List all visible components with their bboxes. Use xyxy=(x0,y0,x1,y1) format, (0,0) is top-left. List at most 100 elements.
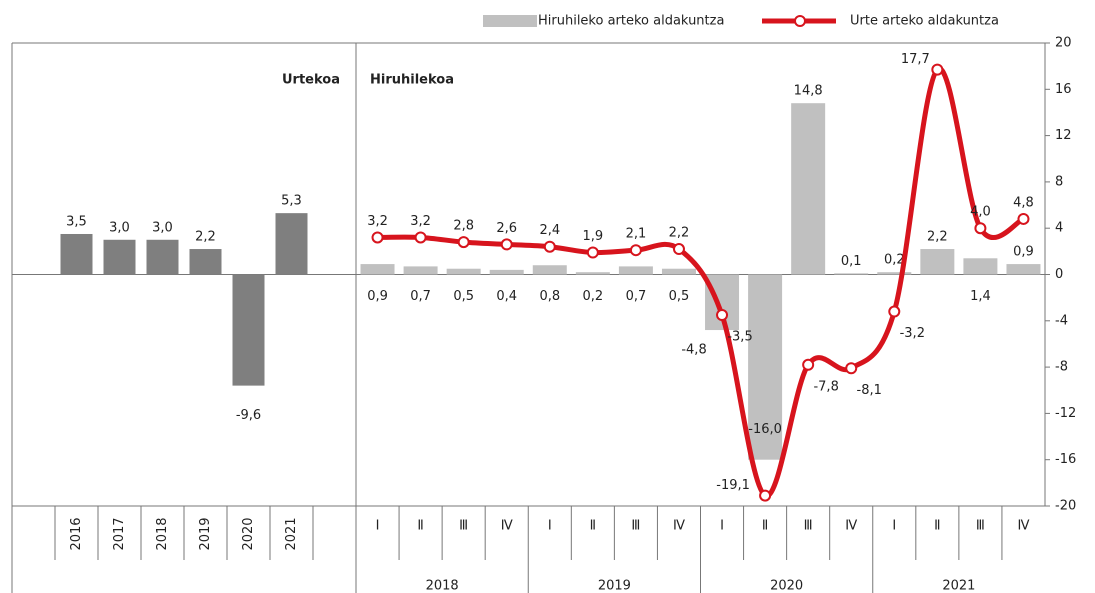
bar xyxy=(60,233,93,275)
value-label: 2,6 xyxy=(496,221,517,236)
y-tick-label: -4 xyxy=(1055,313,1068,328)
x-tick-label: Ⅳ xyxy=(501,519,513,534)
year-label: 2020 xyxy=(770,579,803,593)
value-label: 0,9 xyxy=(1013,245,1034,260)
y-tick-label: 20 xyxy=(1055,36,1072,51)
bar xyxy=(532,265,567,275)
value-label: -3,5 xyxy=(727,330,752,345)
value-label: 0,9 xyxy=(367,289,388,304)
line-marker xyxy=(1017,212,1030,225)
x-tick-label: 2021 xyxy=(284,517,299,550)
bar xyxy=(489,269,524,275)
legend-swatch xyxy=(794,15,806,27)
value-label: -7,8 xyxy=(813,379,838,394)
value-label: 0,8 xyxy=(539,289,560,304)
line-marker xyxy=(845,362,858,375)
value-label: 4,8 xyxy=(1013,195,1034,210)
x-tick-label: Ⅱ xyxy=(417,519,423,534)
bar xyxy=(834,273,869,275)
x-tick-label: Ⅰ xyxy=(892,519,896,534)
x-tick-label: Ⅳ xyxy=(673,519,685,534)
line-marker xyxy=(371,231,384,244)
value-label: 0,5 xyxy=(669,289,690,304)
value-label: 1,4 xyxy=(970,289,991,304)
value-label: 3,2 xyxy=(410,214,431,229)
line-marker xyxy=(500,238,513,251)
x-tick-label: 2018 xyxy=(155,517,170,550)
value-label: 1,9 xyxy=(583,229,604,244)
line-marker xyxy=(802,358,815,371)
bar xyxy=(103,239,136,275)
line-marker xyxy=(586,246,599,259)
x-tick-label: Ⅰ xyxy=(720,519,724,534)
x-tick-label: Ⅳ xyxy=(1017,519,1029,534)
value-label: 3,0 xyxy=(109,220,130,235)
x-tick-label: 2020 xyxy=(241,517,256,550)
value-label: 0,5 xyxy=(453,289,474,304)
panel-title: Urtekoa xyxy=(282,73,340,88)
value-label: 2,2 xyxy=(669,226,690,241)
bar xyxy=(446,268,481,275)
value-label: -16,0 xyxy=(748,422,782,437)
value-label: 2,1 xyxy=(626,227,647,242)
x-tick-label: Ⅱ xyxy=(934,519,940,534)
line-marker xyxy=(629,244,642,257)
value-label: 2,2 xyxy=(927,230,948,245)
x-tick-label: Ⅱ xyxy=(590,519,596,534)
x-tick-label: Ⅲ xyxy=(459,519,468,534)
y-tick-label: -20 xyxy=(1055,499,1076,514)
line xyxy=(377,66,1025,499)
line-marker xyxy=(759,489,772,502)
line-marker xyxy=(457,236,470,249)
value-label: -19,1 xyxy=(716,478,750,493)
bar xyxy=(575,272,610,275)
line-marker xyxy=(543,240,556,253)
line-marker xyxy=(974,222,987,235)
bar xyxy=(791,103,826,275)
value-label: 2,4 xyxy=(539,223,560,238)
legend-label: Hiruhileko arteko aldakuntza xyxy=(538,14,724,29)
x-tick-label: Ⅲ xyxy=(631,519,640,534)
bar xyxy=(618,266,653,275)
year-label: 2018 xyxy=(426,579,459,593)
y-tick-label: 8 xyxy=(1055,174,1063,189)
value-label: 0,1 xyxy=(841,254,862,269)
value-label: 0,2 xyxy=(583,289,604,304)
y-tick-label: -8 xyxy=(1055,360,1068,375)
x-tick-label: Ⅱ xyxy=(762,519,768,534)
value-label: 14,8 xyxy=(794,84,823,99)
bar xyxy=(661,268,696,275)
line-marker xyxy=(931,63,944,76)
x-tick-label: Ⅰ xyxy=(376,519,380,534)
value-label: 0,2 xyxy=(884,253,905,268)
value-label: 3,5 xyxy=(66,214,87,229)
x-tick-label: Ⅲ xyxy=(804,519,813,534)
bar xyxy=(920,249,955,275)
value-label: 0,7 xyxy=(626,289,647,304)
y-tick-label: 12 xyxy=(1055,128,1072,143)
value-label: 2,8 xyxy=(453,219,474,234)
y-tick-label: -12 xyxy=(1055,406,1076,421)
value-label: 2,2 xyxy=(195,230,216,245)
line-marker xyxy=(716,309,729,322)
bar xyxy=(360,264,395,275)
x-tick-label: Ⅲ xyxy=(976,519,985,534)
x-tick-label: Ⅰ xyxy=(548,519,552,534)
line-marker xyxy=(672,243,685,256)
value-label: 5,3 xyxy=(281,194,302,209)
value-label: 0,7 xyxy=(410,289,431,304)
y-tick-label: -16 xyxy=(1055,452,1076,467)
value-label: 0,4 xyxy=(496,289,517,304)
line-marker xyxy=(414,231,427,244)
bar xyxy=(146,239,179,275)
y-tick-label: 16 xyxy=(1055,82,1072,97)
y-tick-label: 4 xyxy=(1055,221,1063,236)
year-label: 2019 xyxy=(598,579,631,593)
value-label: -9,6 xyxy=(236,408,261,423)
x-tick-label: 2016 xyxy=(69,517,84,550)
bar xyxy=(877,272,912,275)
value-label: 4,0 xyxy=(970,205,991,220)
y-tick-label: 0 xyxy=(1055,267,1063,282)
bar xyxy=(403,266,438,275)
